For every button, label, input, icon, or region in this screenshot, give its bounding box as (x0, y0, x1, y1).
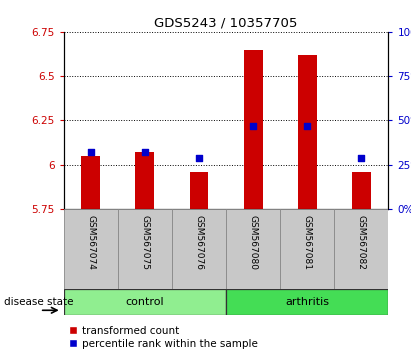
Bar (189, 172, 208, 209)
Bar (226, 209, 280, 289)
Text: GSM567076: GSM567076 (194, 215, 203, 270)
Point (358, 155, 365, 160)
Point (196, 155, 202, 160)
Bar (334, 209, 388, 289)
Bar (280, 209, 334, 289)
Bar (244, 50, 263, 209)
Point (250, 123, 256, 129)
Point (304, 123, 311, 129)
Text: GSM567075: GSM567075 (141, 215, 149, 270)
Text: disease state: disease state (4, 297, 74, 307)
Text: arthritis: arthritis (285, 297, 329, 307)
Bar (118, 209, 172, 289)
Bar (226, 289, 388, 315)
Text: GSM567074: GSM567074 (86, 215, 95, 270)
Title: GDS5243 / 10357705: GDS5243 / 10357705 (155, 16, 298, 29)
Text: GSM567081: GSM567081 (303, 215, 312, 270)
Bar (64, 289, 226, 315)
Point (88, 149, 94, 155)
Point (142, 149, 148, 155)
Text: GSM567082: GSM567082 (357, 215, 366, 270)
Text: GSM567080: GSM567080 (249, 215, 258, 270)
Legend: transformed count, percentile rank within the sample: transformed count, percentile rank withi… (69, 326, 259, 349)
Bar (298, 55, 317, 209)
Bar (135, 152, 155, 209)
Bar (352, 172, 371, 209)
Text: control: control (126, 297, 164, 307)
Bar (172, 209, 226, 289)
Bar (81, 156, 100, 209)
Bar (64, 209, 118, 289)
